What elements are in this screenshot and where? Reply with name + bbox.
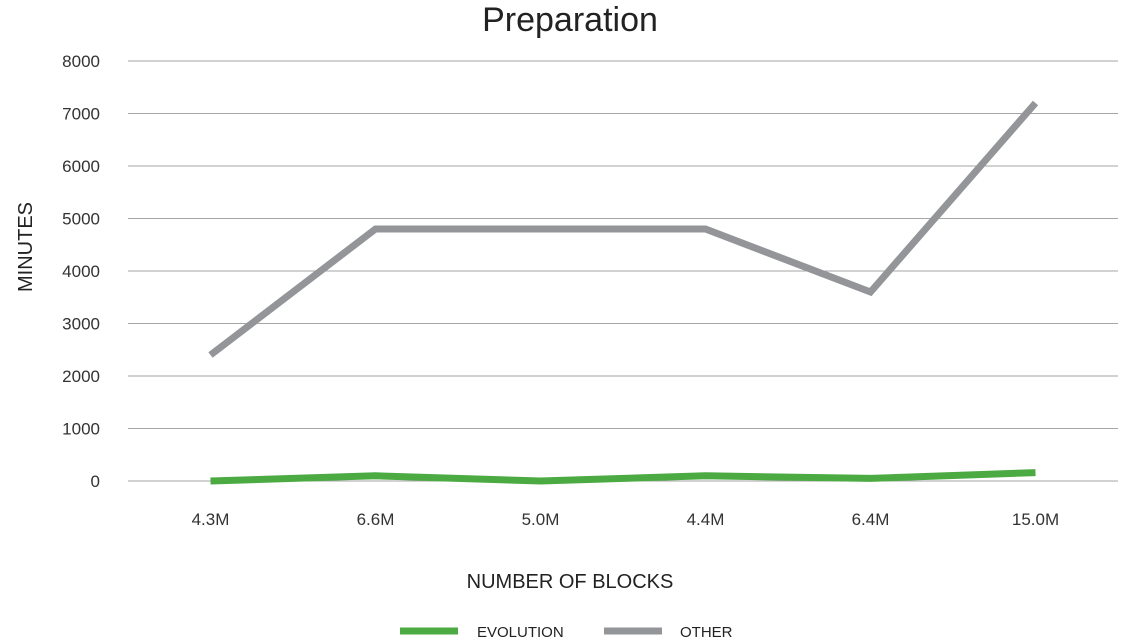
x-tick-label: 4.3M [192,510,230,529]
legend-label-other: OTHER [680,624,733,641]
series-line-other [208,100,1039,358]
chart-title: Preparation [482,1,658,39]
y-tick-label: 6000 [62,157,100,176]
y-tick-label: 8000 [62,52,100,71]
x-tick-label: 15.0M [1012,510,1059,529]
gridlines [128,60,1118,482]
y-tick-label: 1000 [62,420,100,439]
y-tick-label: 7000 [62,105,100,124]
x-tick-label: 6.6M [357,510,395,529]
y-tick-label: 2000 [62,367,100,386]
x-tick-label: 6.4M [852,510,890,529]
x-axis-ticks: 4.3M 6.6M 5.0M 4.4M 6.4M 15.0M [192,510,1060,529]
y-axis-title: MINUTES [15,202,37,292]
series-lines [208,100,1039,485]
x-axis-title: NUMBER OF BLOCKS [467,571,674,593]
legend: EVOLUTION OTHER [400,624,733,641]
y-tick-label: 0 [91,472,100,491]
y-tick-label: 5000 [62,210,100,229]
y-tick-label: 4000 [62,262,100,281]
x-tick-label: 4.4M [687,510,725,529]
legend-label-evolution: EVOLUTION [477,624,564,641]
y-axis-ticks: 0 1000 2000 3000 4000 5000 6000 7000 8000 [62,52,100,491]
y-tick-label: 3000 [62,315,100,334]
x-tick-label: 5.0M [522,510,560,529]
series-line-evolution [210,469,1036,485]
